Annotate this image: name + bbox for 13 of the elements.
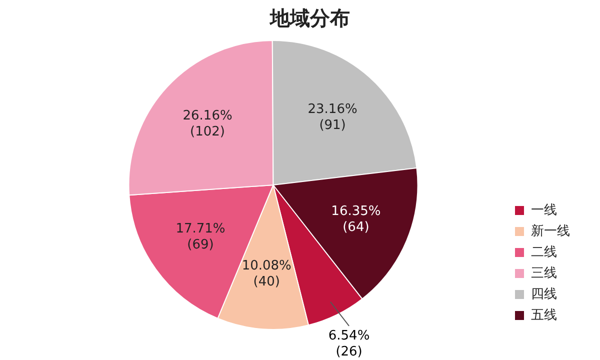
data-label: 10.08% (40) — [242, 258, 292, 290]
legend-label: 三线 — [531, 266, 557, 281]
data-label: 6.54% (26) — [328, 328, 370, 360]
chart-title: 地域分布 — [269, 6, 350, 30]
data-label: 23.16% (91) — [308, 102, 358, 134]
data-label: 17.71% (69) — [176, 222, 226, 253]
legend-label: 五线 — [531, 308, 557, 323]
legend-label: 一线 — [531, 202, 557, 218]
legend-label: 四线 — [531, 286, 557, 302]
legend-label: 新一线 — [531, 224, 570, 239]
data-label: 16.35% (64) — [331, 204, 381, 235]
data-label: 26.16% (102) — [182, 108, 232, 140]
legend-label: 二线 — [531, 244, 557, 260]
